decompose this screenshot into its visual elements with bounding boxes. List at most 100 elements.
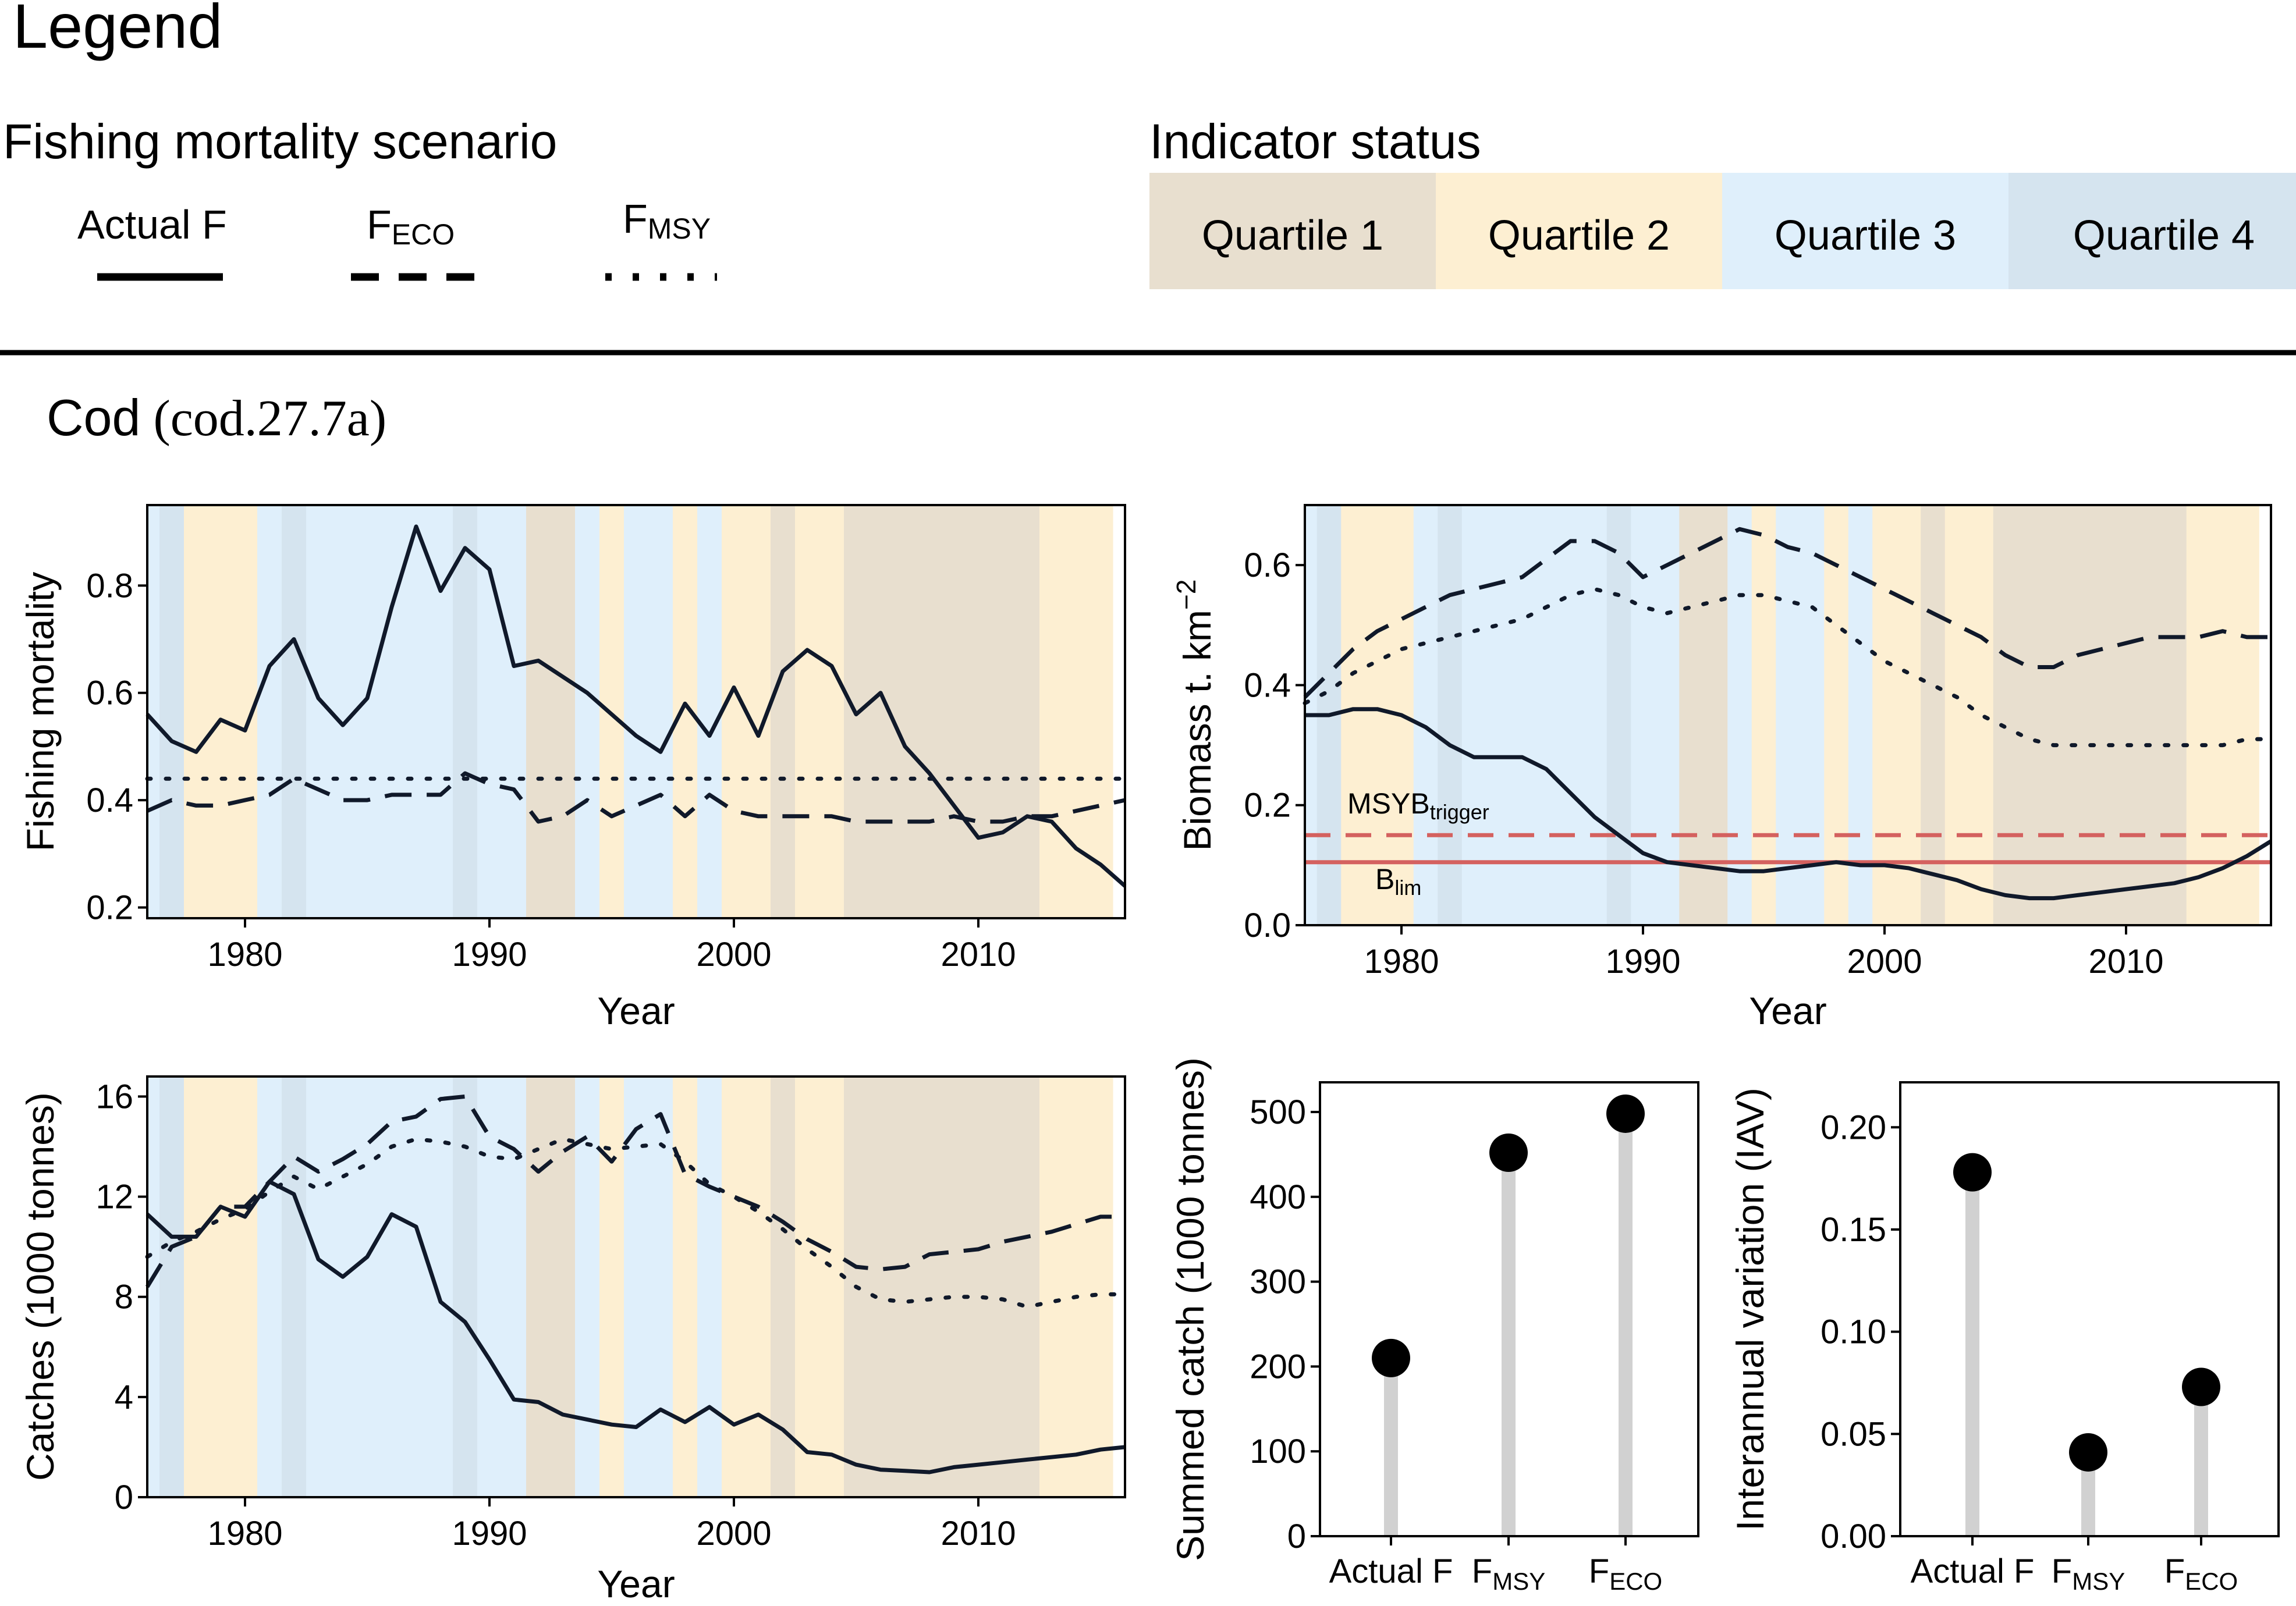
iav-marks [1953,1153,2220,1536]
msybtrigger-label: MSYBtrigger [1347,787,1489,824]
quartile-band [404,505,429,918]
catches-panel: 1980 1990 2000 2010 0 4 8 12 16 Year Catches (10… [19,1075,1127,1605]
fishing-mortality-axes: 1980 1990 2000 2010 0.2 0.4 0.6 0.8 [86,567,1016,973]
y-tick-label: 0 [1287,1518,1306,1555]
catches-frame [146,1075,1126,1498]
quartile-band [208,505,233,918]
biomass-reflines [1305,833,2271,865]
series-fmsy [145,1137,1127,1309]
x-tick-label: 2000 [696,1515,771,1552]
quartile-band [1365,505,1390,925]
quartile-band [648,505,673,918]
quartile-band [942,505,967,918]
iav-ylabel: Interannual variation (IAV) [1729,1088,1772,1531]
quartile-band [819,1076,844,1497]
quartile-band [1944,505,1969,925]
quartile-band [1606,505,1631,925]
biomass-bands [1305,505,2259,925]
x-tick-label: 1980 [207,1515,282,1552]
quartile-band [1751,505,1776,925]
quartile-band [1015,505,1040,918]
quartile-band [1558,505,1583,925]
series-actual-f [1305,707,2272,901]
quartile-band [282,1076,307,1497]
quartile-band [2162,505,2187,925]
quartile-band [502,505,527,918]
quartile-swatch-1 [1149,173,1436,289]
fishing-mortality-bands [147,505,1113,918]
quartile-band [673,1076,698,1497]
y-tick-label: 100 [1250,1433,1306,1470]
quartile-band [966,1076,991,1497]
lollipop-dot [2182,1367,2220,1406]
quartile-band [1486,505,1511,925]
quartile-band [771,505,796,918]
quartile-band [2089,505,2114,925]
status-title: Indicator status [1149,114,1481,169]
quartile-band [233,1076,258,1497]
quartile-band [1703,505,1728,925]
x-tick-label: 2000 [696,936,771,973]
scenario-title: Fishing mortality scenario [3,114,557,169]
quartile-label-3: Quartile 3 [1775,212,1956,259]
quartile-band [1438,505,1463,925]
quartile-band [379,1076,404,1497]
quartile-band [453,505,478,918]
scenario-label-actual: Actual F [77,202,227,247]
series-feco [146,771,1126,824]
quartile-band [331,1076,356,1497]
quartile-band [1679,505,1704,925]
quartile-band [819,505,844,918]
catches-xlabel: Year [597,1562,675,1605]
y-tick-label: 500 [1250,1093,1306,1131]
quartile-band [306,505,331,918]
quartile-band [331,505,356,918]
quartile-band [526,1076,551,1497]
quartile-band [1039,1076,1064,1497]
quartile-swatch-4 [2008,173,2296,289]
biomass-frame [1304,504,2272,926]
legend: Legend Fishing mortality scenario Actual… [3,0,2296,289]
y-tick-label: 200 [1250,1348,1306,1385]
quartile-band [2066,505,2091,925]
quartile-band [1461,505,1486,925]
quartile-band [1064,1076,1089,1497]
lollipop-dot [2069,1433,2107,1472]
quartile-band [1413,505,1438,925]
quartile-band [991,1076,1016,1497]
quartile-band [1872,505,1897,925]
quartile-band [355,1076,380,1497]
y-tick-label: 0.0 [1244,907,1291,944]
quartile-swatch-2 [1436,173,1722,289]
quartile-band [1727,505,1752,925]
quartile-band [1341,505,1366,925]
x-tick-label: FMSY [1472,1552,1545,1595]
quartile-band [746,1076,771,1497]
quartile-band [697,505,722,918]
quartile-band [551,505,576,918]
quartile-band [795,1076,820,1497]
quartile-band [257,1076,282,1497]
quartile-band [526,505,551,918]
biomass-series [1303,527,2273,901]
scenario-label-fmsy: FMSY [623,196,711,245]
quartile-band [184,505,209,918]
x-tick-label: 1990 [452,936,527,973]
iav-axes: Actual F FMSY FECO 0.00 0.05 0.10 0.15 0.20 [1821,1108,2238,1595]
quartile-band [147,505,160,918]
quartile-band [991,505,1016,918]
series-feco [146,1094,1125,1288]
quartile-band [2041,505,2066,925]
y-tick-label: 400 [1250,1178,1306,1216]
quartile-band [208,1076,233,1497]
y-tick-label: 4 [115,1378,133,1416]
quartile-band [184,1076,209,1497]
quartile-band [1088,1076,1113,1497]
quartile-band [404,1076,429,1497]
quartile-band [893,1076,918,1497]
biomass-xlabel: Year [1749,989,1826,1032]
fishing-mortality-series [145,524,1127,888]
x-tick-label: 2000 [1847,943,1922,980]
fishing-mortality-panel: 1980 1990 2000 2010 0.2 0.4 0.6 0.8 Year Fishin… [19,504,1127,1032]
